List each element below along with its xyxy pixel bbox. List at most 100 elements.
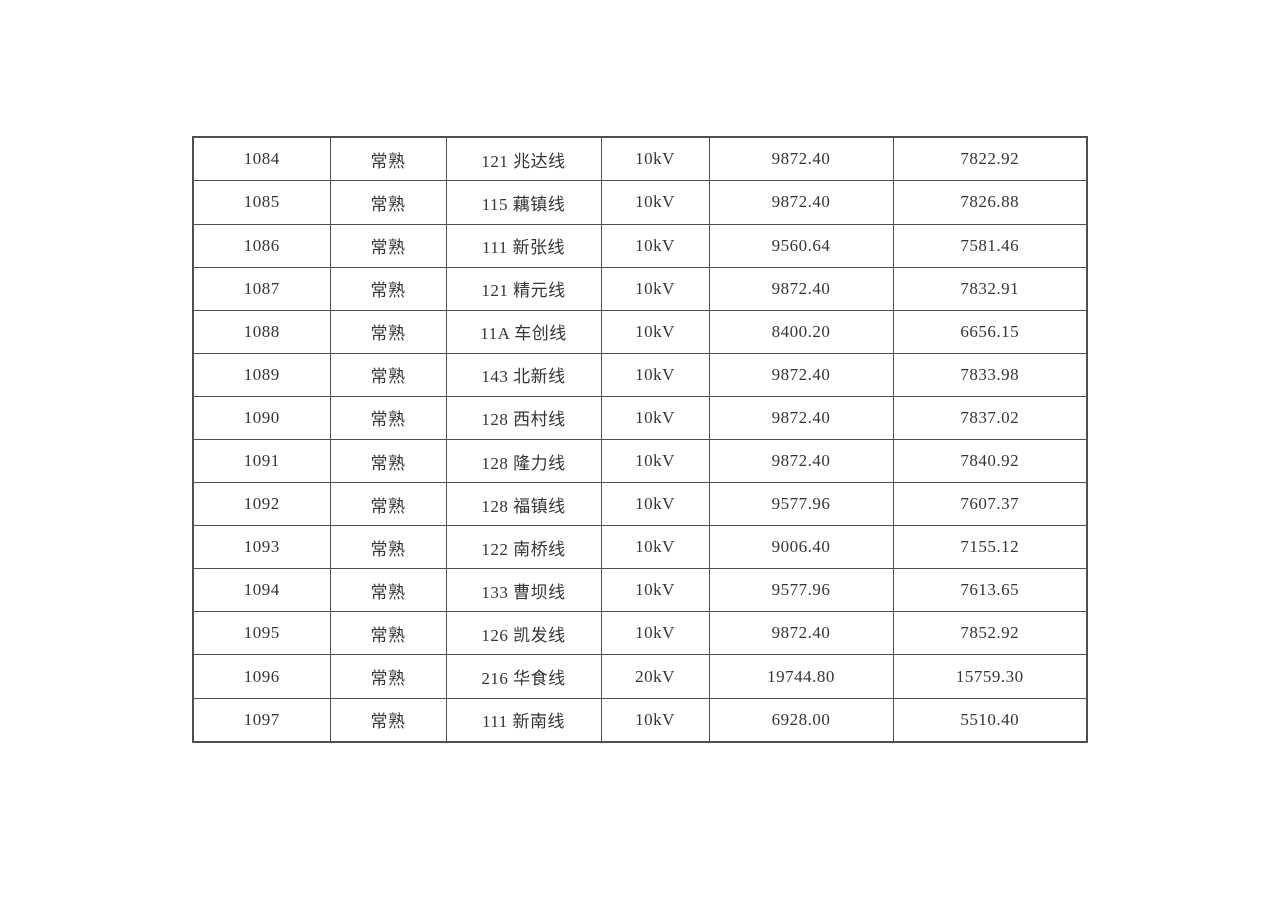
table-row: 1090 常熟 128 西村线 10kV 9872.40 7837.02 [192, 395, 1088, 440]
cell-serial-number: 1087 [192, 266, 331, 311]
cell-value-1: 9872.40 [708, 395, 894, 440]
cell-serial-number: 1090 [192, 395, 331, 440]
cell-city: 常熟 [329, 654, 447, 699]
cell-voltage-level: 10kV [600, 180, 710, 225]
cell-value-1: 8400.20 [708, 309, 894, 354]
table-row: 1097 常熟 111 新南线 10kV 6928.00 5510.40 [192, 697, 1088, 743]
cell-city: 常熟 [329, 438, 447, 484]
table-row: 1084 常熟 121 兆达线 10kV 9872.40 7822.92 [192, 136, 1088, 182]
table-row: 1095 常熟 126 凯发线 10kV 9872.40 7852.92 [192, 611, 1088, 656]
cell-city: 常熟 [329, 611, 447, 656]
cell-serial-number: 1089 [192, 352, 331, 397]
cell-city: 常熟 [329, 395, 447, 440]
cell-city: 常熟 [329, 482, 447, 527]
cell-voltage-level: 10kV [600, 223, 710, 268]
cell-city: 常熟 [329, 180, 447, 225]
cell-city: 常熟 [329, 352, 447, 397]
cell-value-2: 7852.92 [892, 611, 1088, 656]
cell-voltage-level: 10kV [600, 611, 710, 656]
cell-value-2: 7822.92 [892, 136, 1088, 182]
cell-voltage-level: 20kV [600, 654, 710, 699]
cell-line-name: 111 新南线 [445, 697, 602, 743]
table-body: 1084 常熟 121 兆达线 10kV 9872.40 7822.92 108… [192, 136, 1088, 743]
table-row: 1093 常熟 122 南桥线 10kV 9006.40 7155.12 [192, 525, 1088, 570]
cell-line-name: 115 藕镇线 [445, 180, 602, 225]
cell-value-1: 9872.40 [708, 352, 894, 397]
cell-line-name: 11A 车创线 [445, 309, 602, 354]
table-row: 1086 常熟 111 新张线 10kV 9560.64 7581.46 [192, 223, 1088, 268]
cell-value-1: 9006.40 [708, 525, 894, 570]
cell-line-name: 128 西村线 [445, 395, 602, 440]
cell-serial-number: 1085 [192, 180, 331, 225]
cell-value-2: 7833.98 [892, 352, 1088, 397]
cell-city: 常熟 [329, 266, 447, 311]
cell-voltage-level: 10kV [600, 482, 710, 527]
table-row: 1094 常熟 133 曹坝线 10kV 9577.96 7613.65 [192, 568, 1088, 613]
cell-value-1: 9560.64 [708, 223, 894, 268]
cell-value-2: 5510.40 [892, 697, 1088, 743]
cell-serial-number: 1088 [192, 309, 331, 354]
table-row: 1096 常熟 216 华食线 20kV 19744.80 15759.30 [192, 654, 1088, 699]
cell-value-2: 15759.30 [892, 654, 1088, 699]
cell-voltage-level: 10kV [600, 309, 710, 354]
cell-value-1: 9872.40 [708, 438, 894, 484]
cell-voltage-level: 10kV [600, 525, 710, 570]
cell-serial-number: 1094 [192, 568, 331, 613]
cell-serial-number: 1096 [192, 654, 331, 699]
cell-value-2: 7607.37 [892, 482, 1088, 527]
cell-value-1: 9577.96 [708, 482, 894, 527]
cell-serial-number: 1095 [192, 611, 331, 656]
cell-value-1: 9872.40 [708, 180, 894, 225]
cell-voltage-level: 10kV [600, 697, 710, 743]
cell-city: 常熟 [329, 136, 447, 182]
cell-line-name: 128 福镇线 [445, 482, 602, 527]
cell-value-2: 7840.92 [892, 438, 1088, 484]
cell-value-2: 7613.65 [892, 568, 1088, 613]
cell-line-name: 121 兆达线 [445, 136, 602, 182]
cell-value-1: 9872.40 [708, 136, 894, 182]
cell-value-1: 9872.40 [708, 266, 894, 311]
cell-voltage-level: 10kV [600, 266, 710, 311]
cell-value-2: 7837.02 [892, 395, 1088, 440]
cell-value-2: 7155.12 [892, 525, 1088, 570]
cell-value-1: 6928.00 [708, 697, 894, 743]
cell-value-2: 6656.15 [892, 309, 1088, 354]
power-line-table: 1084 常熟 121 兆达线 10kV 9872.40 7822.92 108… [192, 136, 1088, 743]
cell-voltage-level: 10kV [600, 352, 710, 397]
cell-line-name: 133 曹坝线 [445, 568, 602, 613]
cell-voltage-level: 10kV [600, 568, 710, 613]
cell-line-name: 121 精元线 [445, 266, 602, 311]
cell-serial-number: 1086 [192, 223, 331, 268]
cell-value-2: 7826.88 [892, 180, 1088, 225]
cell-value-2: 7581.46 [892, 223, 1088, 268]
cell-serial-number: 1091 [192, 438, 331, 484]
cell-value-1: 9872.40 [708, 611, 894, 656]
cell-city: 常熟 [329, 525, 447, 570]
table-row: 1087 常熟 121 精元线 10kV 9872.40 7832.91 [192, 266, 1088, 311]
table-row: 1092 常熟 128 福镇线 10kV 9577.96 7607.37 [192, 482, 1088, 527]
cell-voltage-level: 10kV [600, 438, 710, 484]
cell-serial-number: 1084 [192, 136, 331, 182]
cell-line-name: 143 北新线 [445, 352, 602, 397]
cell-city: 常熟 [329, 223, 447, 268]
cell-city: 常熟 [329, 568, 447, 613]
cell-serial-number: 1097 [192, 697, 331, 743]
cell-value-1: 19744.80 [708, 654, 894, 699]
cell-line-name: 216 华食线 [445, 654, 602, 699]
cell-voltage-level: 10kV [600, 395, 710, 440]
cell-line-name: 111 新张线 [445, 223, 602, 268]
cell-line-name: 126 凯发线 [445, 611, 602, 656]
cell-value-1: 9577.96 [708, 568, 894, 613]
cell-city: 常熟 [329, 697, 447, 743]
cell-line-name: 122 南桥线 [445, 525, 602, 570]
table-row: 1089 常熟 143 北新线 10kV 9872.40 7833.98 [192, 352, 1088, 397]
cell-value-2: 7832.91 [892, 266, 1088, 311]
cell-voltage-level: 10kV [600, 136, 710, 182]
table-row: 1085 常熟 115 藕镇线 10kV 9872.40 7826.88 [192, 180, 1088, 225]
cell-city: 常熟 [329, 309, 447, 354]
table-row: 1091 常熟 128 隆力线 10kV 9872.40 7840.92 [192, 438, 1088, 484]
cell-serial-number: 1092 [192, 482, 331, 527]
cell-serial-number: 1093 [192, 525, 331, 570]
table-row: 1088 常熟 11A 车创线 10kV 8400.20 6656.15 [192, 309, 1088, 354]
